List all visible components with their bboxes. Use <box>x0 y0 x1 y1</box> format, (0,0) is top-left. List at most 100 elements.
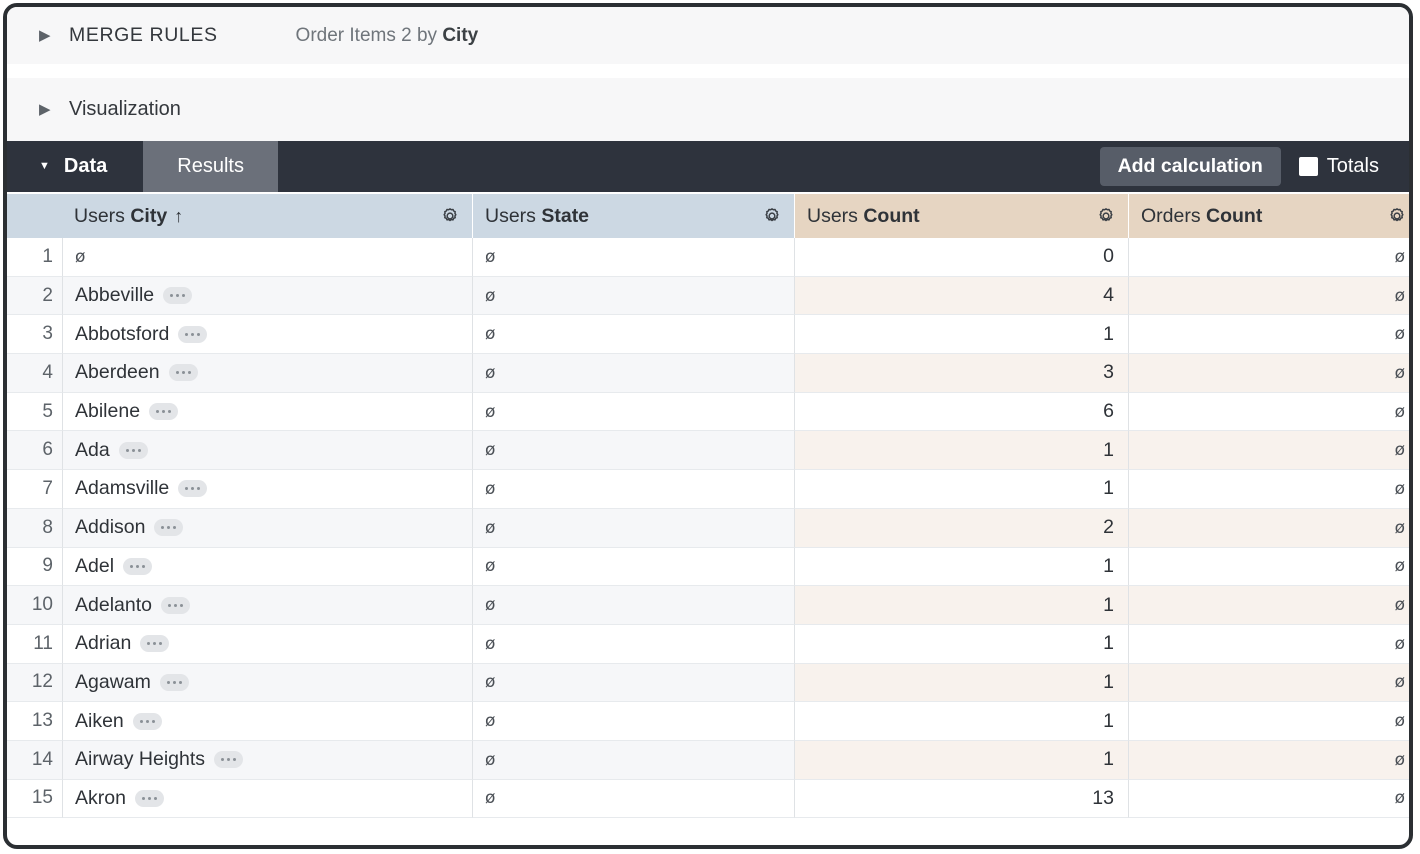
gear-icon[interactable] <box>761 205 783 227</box>
column-header-orders-count[interactable]: Orders Count <box>1128 194 1409 238</box>
totals-checkbox[interactable] <box>1298 157 1318 176</box>
cell-users-count[interactable]: 6 <box>794 392 1128 432</box>
cell-orders-count[interactable]: ø <box>1128 779 1409 819</box>
cell-users-city[interactable]: Adelanto <box>62 586 472 625</box>
cell-users-state[interactable]: ø <box>472 702 794 741</box>
tab-results[interactable]: Results <box>143 141 278 192</box>
chevron-down-icon[interactable]: ▼ <box>39 160 50 172</box>
cell-users-city[interactable]: Agawam <box>62 663 472 703</box>
cell-users-city[interactable]: Adamsville <box>62 470 472 509</box>
cell-users-state[interactable]: ø <box>472 238 794 277</box>
table-row[interactable]: 14 Airway Heights ø 1 ø <box>7 740 1409 780</box>
table-row[interactable]: 10 Adelanto ø 1 ø <box>7 586 1409 625</box>
cell-orders-count[interactable]: ø <box>1128 431 1409 471</box>
row-actions-icon[interactable] <box>178 480 208 498</box>
cell-users-count[interactable]: 3 <box>794 354 1128 393</box>
chevron-right-icon[interactable]: ▶ <box>39 101 51 118</box>
cell-orders-count[interactable]: ø <box>1128 624 1409 664</box>
cell-orders-count[interactable]: ø <box>1128 586 1409 625</box>
cell-users-count[interactable]: 1 <box>794 315 1128 355</box>
merge-rules-section[interactable]: ▶ MERGE RULES Order Items 2 by City <box>7 7 1409 64</box>
cell-users-count[interactable]: 1 <box>794 740 1128 780</box>
row-actions-icon[interactable] <box>149 403 179 421</box>
cell-users-state[interactable]: ø <box>472 547 794 587</box>
row-actions-icon[interactable] <box>214 751 244 769</box>
cell-users-city[interactable]: Addison <box>62 508 472 548</box>
gear-icon[interactable] <box>439 205 461 227</box>
row-actions-icon[interactable] <box>160 596 190 614</box>
cell-users-city[interactable]: ø <box>62 238 472 277</box>
cell-users-city[interactable]: Abilene <box>62 392 472 432</box>
add-calculation-button[interactable]: Add calculation <box>1099 147 1281 186</box>
cell-users-count[interactable]: 1 <box>794 431 1128 471</box>
cell-orders-count[interactable]: ø <box>1128 470 1409 509</box>
cell-orders-count[interactable]: ø <box>1128 276 1409 316</box>
totals-toggle[interactable]: Totals <box>1298 155 1379 178</box>
cell-users-state[interactable]: ø <box>472 624 794 664</box>
table-row[interactable]: 2 Abbeville ø 4 ø <box>7 276 1409 316</box>
cell-users-count[interactable]: 1 <box>794 547 1128 587</box>
cell-users-count[interactable]: 1 <box>794 586 1128 625</box>
row-actions-icon[interactable] <box>163 287 193 305</box>
cell-orders-count[interactable]: ø <box>1128 392 1409 432</box>
cell-users-city[interactable]: Airway Heights <box>62 740 472 780</box>
column-header-users-city[interactable]: Users City ↑ <box>62 194 472 238</box>
cell-users-state[interactable]: ø <box>472 779 794 819</box>
table-row[interactable]: 4 Aberdeen ø 3 ø <box>7 354 1409 393</box>
cell-users-city[interactable]: Aberdeen <box>62 354 472 393</box>
gear-icon[interactable] <box>1386 205 1408 227</box>
row-actions-icon[interactable] <box>154 519 184 537</box>
cell-users-state[interactable]: ø <box>472 354 794 393</box>
gear-icon[interactable] <box>1095 205 1117 227</box>
row-actions-icon[interactable] <box>140 635 170 653</box>
cell-users-count[interactable]: 13 <box>794 779 1128 819</box>
chevron-right-icon[interactable]: ▶ <box>39 27 51 44</box>
cell-orders-count[interactable]: ø <box>1128 354 1409 393</box>
row-actions-icon[interactable] <box>178 325 208 343</box>
table-row[interactable]: 8 Addison ø 2 ø <box>7 508 1409 548</box>
cell-users-count[interactable]: 0 <box>794 238 1128 277</box>
cell-users-state[interactable]: ø <box>472 392 794 432</box>
cell-users-city[interactable]: Adrian <box>62 624 472 664</box>
cell-users-state[interactable]: ø <box>472 663 794 703</box>
column-header-users-count[interactable]: Users Count <box>794 194 1128 238</box>
table-row[interactable]: 11 Adrian ø 1 ø <box>7 624 1409 664</box>
cell-users-count[interactable]: 4 <box>794 276 1128 316</box>
column-header-users-state[interactable]: Users State <box>472 194 794 238</box>
cell-users-state[interactable]: ø <box>472 508 794 548</box>
table-row[interactable]: 3 Abbotsford ø 1 ø <box>7 315 1409 355</box>
cell-users-state[interactable]: ø <box>472 276 794 316</box>
cell-users-city[interactable]: Adel <box>62 547 472 587</box>
cell-users-city[interactable]: Akron <box>62 779 472 819</box>
cell-users-count[interactable]: 2 <box>794 508 1128 548</box>
row-actions-icon[interactable] <box>168 364 198 382</box>
cell-users-count[interactable]: 1 <box>794 663 1128 703</box>
cell-orders-count[interactable]: ø <box>1128 315 1409 355</box>
cell-orders-count[interactable]: ø <box>1128 740 1409 780</box>
cell-orders-count[interactable]: ø <box>1128 547 1409 587</box>
cell-users-city[interactable]: Abbotsford <box>62 315 472 355</box>
table-row[interactable]: 6 Ada ø 1 ø <box>7 431 1409 471</box>
cell-users-state[interactable]: ø <box>472 431 794 471</box>
sort-ascending-icon[interactable]: ↑ <box>174 205 184 226</box>
cell-users-city[interactable]: Aiken <box>62 702 472 741</box>
row-actions-icon[interactable] <box>159 673 189 691</box>
cell-orders-count[interactable]: ø <box>1128 508 1409 548</box>
table-row[interactable]: 13 Aiken ø 1 ø <box>7 702 1409 741</box>
table-row[interactable]: 7 Adamsville ø 1 ø <box>7 470 1409 509</box>
cell-orders-count[interactable]: ø <box>1128 238 1409 277</box>
cell-users-state[interactable]: ø <box>472 740 794 780</box>
cell-users-state[interactable]: ø <box>472 586 794 625</box>
cell-users-count[interactable]: 1 <box>794 624 1128 664</box>
cell-users-city[interactable]: Abbeville <box>62 276 472 316</box>
tab-data[interactable]: ▼ Data <box>7 141 143 192</box>
cell-users-count[interactable]: 1 <box>794 470 1128 509</box>
table-row[interactable]: 15 Akron ø 13 ø <box>7 779 1409 819</box>
cell-users-city[interactable]: Ada <box>62 431 472 471</box>
row-actions-icon[interactable] <box>132 712 162 730</box>
row-actions-icon[interactable] <box>134 789 164 807</box>
cell-orders-count[interactable]: ø <box>1128 663 1409 703</box>
cell-users-count[interactable]: 1 <box>794 702 1128 741</box>
table-row[interactable]: 12 Agawam ø 1 ø <box>7 663 1409 703</box>
